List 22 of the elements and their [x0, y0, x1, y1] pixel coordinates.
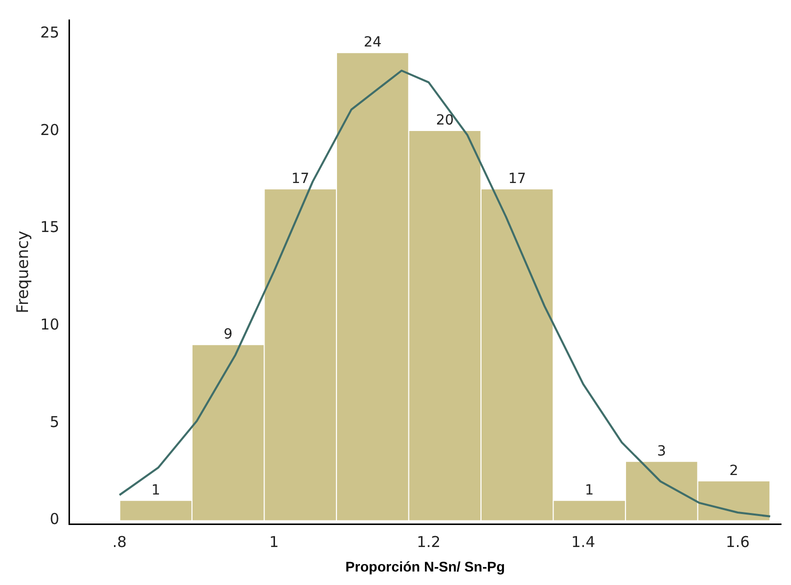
x-tick-label: 1.4 [571, 533, 596, 552]
y-tick-label: 0 [50, 510, 60, 528]
x-tick-label: 1.2 [416, 533, 441, 552]
x-tick-label: 1.6 [726, 533, 750, 552]
x-tick-label: .8 [112, 533, 127, 552]
x-axis-title: Proporción N-Sn/ Sn-Pg [345, 558, 505, 574]
data-label: 20 [436, 112, 454, 129]
data-label: 2 [729, 463, 738, 480]
y-tick-label: 5 [50, 412, 60, 431]
y-tick-label: 25 [40, 24, 60, 42]
data-label: 24 [364, 34, 382, 51]
data-label: 1 [584, 482, 594, 498]
data-label: 3 [657, 444, 666, 460]
data-label: 9 [224, 326, 233, 343]
x-tick-label: 1 [269, 533, 279, 552]
y-tick-label: 20 [40, 120, 60, 139]
y-axis-title: Frequency [12, 230, 32, 314]
y-tick-label: 15 [40, 218, 60, 236]
data-label: 17 [291, 171, 310, 188]
data-label: 1 [151, 482, 160, 498]
y-tick-label: 10 [40, 316, 60, 334]
data-label: 17 [508, 171, 526, 188]
